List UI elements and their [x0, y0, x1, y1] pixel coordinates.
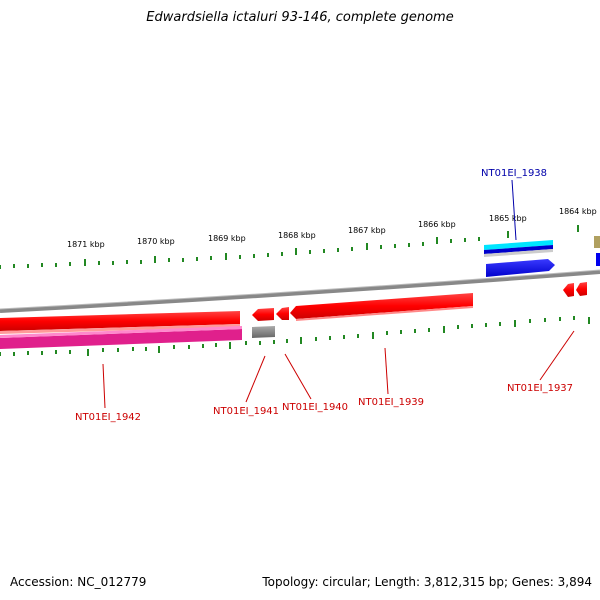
pink-feature-highlight	[0, 326, 242, 338]
leader-NT01EI_1938	[511, 179, 517, 241]
tick-labels: 1871 kbp 1870 kbp 1869 kbp 1868 kbp 1867…	[67, 207, 597, 249]
outer-ticks	[0, 225, 579, 269]
gene-red-arrow-right	[576, 282, 587, 296]
gene-labels: NT01EI_1938 NT01EI_1937 NT01EI_1939 NT01…	[75, 168, 573, 423]
genome-backbone-highlight	[0, 269, 600, 310]
tick-label: 1866 kbp	[418, 220, 456, 229]
outer-features	[484, 236, 600, 277]
tick-label: 1868 kbp	[278, 231, 316, 240]
gene-label-NT01EI_1939: NT01EI_1939	[358, 397, 424, 408]
gene-label-NT01EI_1940: NT01EI_1940	[282, 402, 348, 413]
tick-label: 1864 kbp	[559, 207, 597, 216]
blue-edge-feature	[596, 253, 600, 266]
pink-feature	[0, 329, 242, 349]
gene-NT01EI_1937-arrow	[563, 283, 574, 297]
inner-features	[0, 326, 275, 349]
tick-label: 1871 kbp	[67, 240, 105, 249]
gray-feature	[252, 326, 275, 338]
accession-text: Accession: NC_012779	[10, 575, 147, 589]
blue-thin-feature	[484, 245, 553, 254]
label-leaders	[102, 179, 575, 409]
genome-backbone	[0, 270, 600, 313]
gene-NT01EI_1941-arrow	[252, 308, 274, 321]
tick-label: 1869 kbp	[208, 234, 246, 243]
figure-title: Edwardsiella ictaluri 93-146, complete g…	[146, 10, 454, 25]
tick-label: 1865 kbp	[489, 214, 527, 223]
genome-summary-text: Topology: circular; Length: 3,812,315 bp…	[262, 575, 592, 589]
gene-label-NT01EI_1938: NT01EI_1938	[481, 168, 547, 179]
tick-label: 1870 kbp	[137, 237, 175, 246]
gray-thin-feature	[484, 249, 553, 257]
gene-NT01EI_1942-shadow	[0, 324, 240, 334]
gene-label-NT01EI_1937: NT01EI_1937	[507, 383, 573, 394]
leader-NT01EI_1940	[284, 353, 312, 400]
gene-NT01EI_1939-shadow	[296, 306, 473, 321]
tan-feature	[594, 236, 600, 248]
leader-NT01EI_1941	[245, 355, 266, 403]
cyan-feature	[484, 240, 553, 250]
inner-ticks	[0, 316, 590, 356]
tick-label: 1867 kbp	[348, 226, 386, 235]
gene-NT01EI_1942-body	[0, 311, 240, 331]
leader-NT01EI_1942	[102, 363, 106, 409]
leader-NT01EI_1937	[539, 330, 575, 381]
gene-label-NT01EI_1941: NT01EI_1941	[213, 406, 279, 417]
leader-NT01EI_1939	[384, 347, 389, 395]
gene-NT01EI_1938-arrow	[486, 259, 555, 277]
gene-label-NT01EI_1942: NT01EI_1942	[75, 412, 141, 423]
gene-NT01EI_1940-arrow	[276, 307, 289, 320]
gene-NT01EI_1939-arrow	[290, 293, 473, 319]
forward-genes	[0, 282, 587, 334]
